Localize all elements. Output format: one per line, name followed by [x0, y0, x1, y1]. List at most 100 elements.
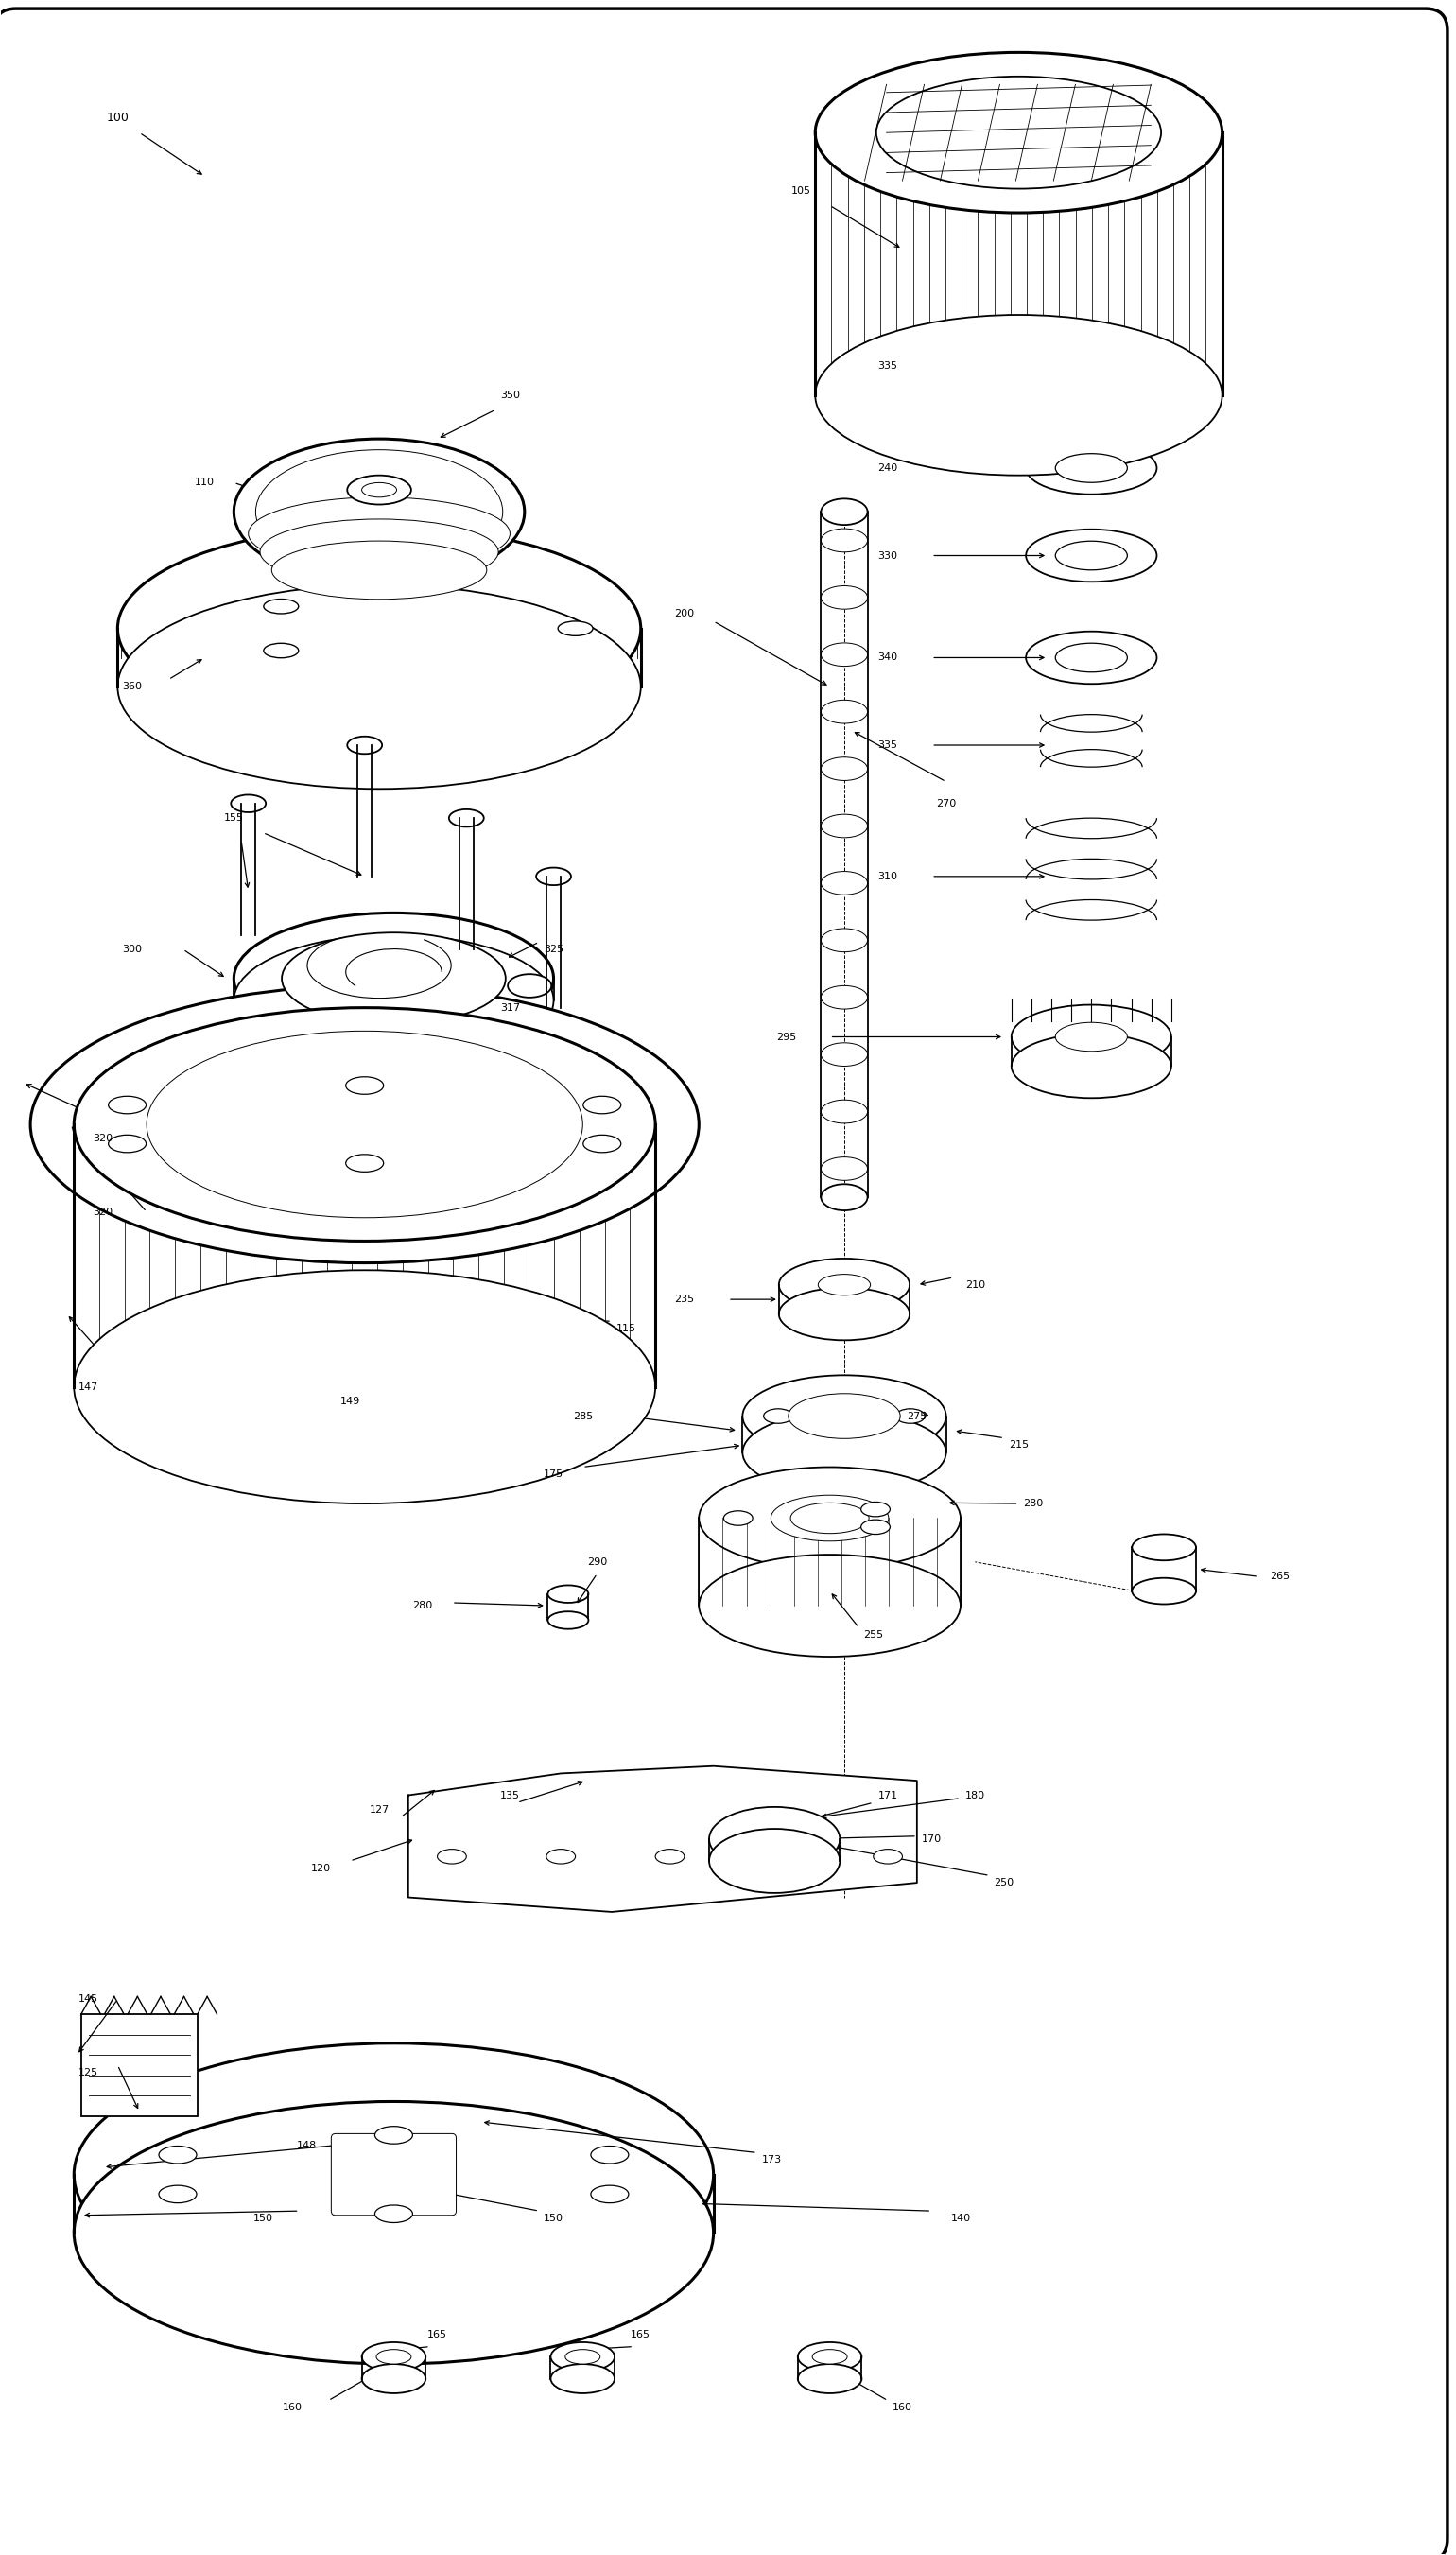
Ellipse shape	[74, 2103, 713, 2363]
FancyBboxPatch shape	[82, 2013, 198, 2116]
Ellipse shape	[282, 933, 505, 1025]
Ellipse shape	[272, 542, 486, 600]
Ellipse shape	[1026, 442, 1156, 493]
Ellipse shape	[821, 815, 868, 838]
Ellipse shape	[788, 1392, 900, 1438]
Ellipse shape	[261, 519, 498, 585]
Ellipse shape	[743, 1375, 946, 1456]
Ellipse shape	[550, 2363, 614, 2394]
Ellipse shape	[74, 1007, 655, 1242]
Ellipse shape	[860, 1502, 890, 1518]
FancyBboxPatch shape	[331, 2133, 456, 2215]
Ellipse shape	[779, 1260, 910, 1311]
Ellipse shape	[1056, 542, 1127, 570]
Text: 200: 200	[674, 608, 695, 618]
Text: 125: 125	[79, 2067, 99, 2077]
Ellipse shape	[1056, 455, 1127, 483]
Text: 170: 170	[922, 1834, 942, 1845]
Text: 165: 165	[428, 2330, 447, 2340]
Text: 335: 335	[878, 360, 898, 370]
Ellipse shape	[763, 1408, 792, 1423]
Ellipse shape	[374, 2126, 412, 2144]
Ellipse shape	[1026, 529, 1156, 583]
Ellipse shape	[821, 585, 868, 608]
Text: 210: 210	[965, 1280, 986, 1290]
Ellipse shape	[118, 526, 641, 731]
Text: 215: 215	[1009, 1441, 1028, 1449]
Text: 127: 127	[370, 1806, 389, 1814]
Ellipse shape	[108, 1096, 146, 1114]
Ellipse shape	[256, 450, 502, 575]
Text: 280: 280	[412, 1602, 432, 1610]
Text: 325: 325	[543, 945, 563, 953]
Ellipse shape	[508, 973, 552, 996]
Text: 270: 270	[936, 800, 957, 807]
Ellipse shape	[74, 1270, 655, 1502]
Ellipse shape	[108, 1134, 146, 1152]
Ellipse shape	[147, 1032, 582, 1219]
Ellipse shape	[205, 1055, 524, 1193]
Text: 295: 295	[776, 1032, 796, 1042]
Text: 165: 165	[630, 2330, 651, 2340]
Ellipse shape	[558, 621, 593, 636]
Ellipse shape	[243, 1065, 486, 1183]
Ellipse shape	[437, 1850, 466, 1863]
Ellipse shape	[709, 1806, 840, 1870]
Ellipse shape	[821, 700, 868, 723]
Ellipse shape	[1056, 644, 1127, 672]
Text: 340: 340	[878, 654, 898, 662]
Text: 360: 360	[122, 682, 143, 692]
Ellipse shape	[347, 736, 381, 754]
FancyBboxPatch shape	[0, 8, 1447, 2555]
Ellipse shape	[655, 1850, 684, 1863]
Ellipse shape	[779, 1288, 910, 1341]
Ellipse shape	[234, 439, 524, 585]
Ellipse shape	[31, 986, 699, 1262]
Ellipse shape	[895, 1408, 925, 1423]
Ellipse shape	[234, 935, 553, 1065]
Ellipse shape	[176, 1042, 553, 1206]
Ellipse shape	[550, 2343, 614, 2371]
Text: 149: 149	[341, 1398, 360, 1405]
Text: 105: 105	[791, 187, 811, 197]
Ellipse shape	[376, 2351, 411, 2363]
Ellipse shape	[818, 1275, 871, 1295]
Ellipse shape	[159, 2185, 197, 2202]
Text: 320: 320	[93, 1134, 114, 1145]
Ellipse shape	[724, 1510, 753, 1525]
Ellipse shape	[699, 1553, 961, 1656]
Ellipse shape	[264, 644, 298, 657]
Ellipse shape	[821, 1101, 868, 1124]
Text: 255: 255	[863, 1630, 884, 1640]
Ellipse shape	[347, 475, 411, 503]
Ellipse shape	[874, 1850, 903, 1863]
Ellipse shape	[821, 1042, 868, 1065]
Ellipse shape	[770, 1495, 888, 1541]
Text: 280: 280	[1024, 1500, 1044, 1507]
Ellipse shape	[565, 2351, 600, 2363]
Ellipse shape	[584, 1096, 620, 1114]
Ellipse shape	[830, 1400, 859, 1415]
Text: 150: 150	[253, 2213, 272, 2223]
Text: 350: 350	[499, 391, 520, 399]
Text: 285: 285	[572, 1410, 593, 1421]
Ellipse shape	[821, 756, 868, 779]
Text: 173: 173	[761, 2156, 782, 2164]
Ellipse shape	[709, 1829, 840, 1893]
Ellipse shape	[448, 810, 483, 828]
Text: 150: 150	[543, 2213, 563, 2223]
Ellipse shape	[821, 529, 868, 552]
Ellipse shape	[860, 1520, 890, 1536]
Ellipse shape	[821, 644, 868, 667]
Text: 180: 180	[965, 1791, 986, 1799]
Ellipse shape	[815, 51, 1222, 212]
Text: 120: 120	[312, 1863, 331, 1873]
Text: 160: 160	[893, 2404, 913, 2412]
Ellipse shape	[74, 2044, 713, 2305]
Text: 250: 250	[994, 1878, 1015, 1888]
Ellipse shape	[345, 1155, 383, 1173]
Ellipse shape	[764, 1850, 794, 1863]
Text: 317: 317	[499, 1004, 520, 1012]
Text: 135: 135	[499, 1791, 520, 1799]
Text: 290: 290	[587, 1556, 607, 1566]
